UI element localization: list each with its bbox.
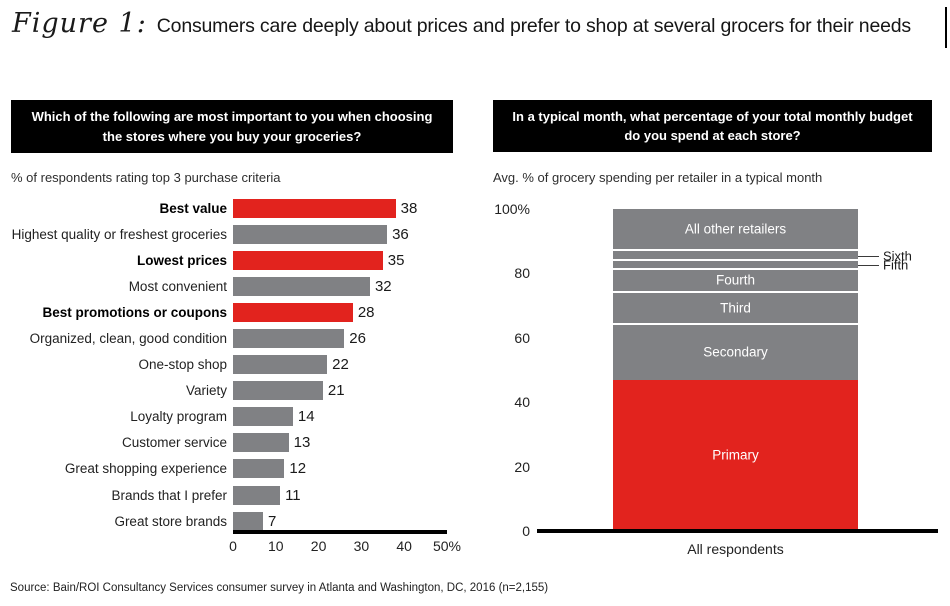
- right-chart-subtitle: Avg. % of grocery spending per retailer …: [493, 170, 823, 185]
- criteria-value: 32: [374, 277, 392, 295]
- segment-outside-label: Sixth: [883, 248, 912, 264]
- criteria-bar: [233, 355, 328, 375]
- criteria-label: Lowest prices: [136, 252, 227, 268]
- right-chart-y-ticks: 100% 80 60 40 20 0: [468, 201, 530, 539]
- criteria-label: Most convenient: [128, 278, 227, 294]
- criteria-value: 13: [293, 434, 311, 452]
- x-axis-tick-label: 10: [268, 538, 284, 554]
- stack-segment-fifth: [613, 260, 858, 271]
- criteria-value: 21: [327, 382, 345, 400]
- criteria-row: Highest quality or freshest groceries 36: [11, 221, 481, 247]
- criteria-bar: [233, 198, 396, 218]
- stack-segment-sixth: [613, 250, 858, 261]
- stack-segment-secondary: Secondary: [613, 324, 858, 380]
- y-axis-tick-label: 100%: [494, 201, 530, 217]
- x-axis-tick-label: 30: [353, 538, 370, 554]
- segment-leader-line: [858, 255, 879, 257]
- criteria-row: Lowest prices 35: [11, 247, 481, 273]
- figure-title: Figure 1: Consumers care deeply about pr…: [12, 8, 942, 39]
- criteria-row: Best value 38: [11, 195, 481, 221]
- criteria-bar: [233, 511, 263, 531]
- segment-label: Primary: [712, 447, 759, 463]
- criteria-label: Variety: [185, 383, 227, 399]
- left-question-header: Which of the following are most importan…: [11, 100, 453, 153]
- criteria-value: 7: [267, 512, 277, 530]
- criteria-bar: [233, 459, 285, 479]
- page-edge-line: [945, 7, 947, 48]
- criteria-label: Great shopping experience: [64, 461, 227, 477]
- criteria-row: Most convenient 32: [11, 273, 481, 299]
- criteria-value: 14: [297, 408, 315, 426]
- criteria-value: 28: [357, 303, 375, 321]
- figure-number-label: Figure 1:: [12, 8, 147, 39]
- criteria-label: Organized, clean, good condition: [29, 331, 227, 347]
- left-chart-subtitle: % of respondents rating top 3 purchase c…: [11, 170, 281, 185]
- segment-leader-line: [858, 265, 879, 267]
- criteria-label: Best promotions or coupons: [42, 304, 227, 320]
- criteria-value: 35: [387, 251, 405, 269]
- left-chart-x-axis: [233, 530, 447, 534]
- stack-segment-third: Third: [613, 292, 858, 325]
- criteria-row: Customer service 13: [11, 430, 481, 456]
- x-axis-tick-label: 50%: [432, 538, 462, 554]
- stack-segment-all-other-retailers: All other retailers: [613, 209, 858, 251]
- stacked-bar: Primary Secondary Third Fourth Fifth Sixth All…: [613, 209, 912, 531]
- criteria-row: Brands that I prefer 11: [11, 482, 481, 508]
- stack-segment-primary: Primary: [613, 379, 858, 531]
- criteria-row: Variety 21: [11, 378, 481, 404]
- criteria-bar: [233, 329, 345, 349]
- criteria-row: Loyalty program 14: [11, 404, 481, 430]
- criteria-bar: [233, 485, 281, 505]
- x-axis-tick-label: 40: [396, 538, 412, 554]
- y-axis-tick-label: 40: [514, 394, 530, 411]
- segment-outside-label: Fifth: [883, 257, 909, 273]
- segment-label: All other retailers: [684, 221, 787, 237]
- criteria-label: Customer service: [121, 435, 227, 451]
- criteria-row: Organized, clean, good condition 26: [11, 325, 481, 351]
- left-chart-x-ticks: 0 10 20 30 40 50%: [229, 538, 461, 556]
- segment-label: Secondary: [703, 344, 768, 360]
- y-axis-tick-label: 20: [514, 458, 530, 475]
- criteria-row: Great shopping experience 12: [11, 456, 481, 482]
- criteria-row: Best promotions or coupons 28: [11, 299, 481, 325]
- criteria-value: 12: [289, 460, 307, 478]
- figure-title-text: Consumers care deeply about prices and p…: [156, 15, 911, 37]
- criteria-label: One-stop shop: [138, 357, 227, 373]
- criteria-row: One-stop shop 22: [11, 352, 481, 378]
- x-axis-tick-label: 20: [310, 538, 327, 554]
- criteria-label: Brands that I prefer: [111, 487, 227, 503]
- right-question-header: In a typical month, what percentage of y…: [493, 100, 932, 152]
- criteria-value: 36: [392, 225, 409, 243]
- y-axis-tick-label: 60: [514, 329, 530, 346]
- criteria-bar: [233, 302, 353, 322]
- source-note: Source: Bain/ROI Consultancy Services co…: [10, 582, 549, 594]
- criteria-label: Best value: [159, 200, 227, 216]
- criteria-value: 38: [400, 199, 418, 217]
- criteria-row: Great store brands 7: [11, 508, 481, 534]
- criteria-value: 11: [285, 486, 301, 504]
- criteria-label: Loyalty program: [130, 409, 227, 425]
- x-axis-tick-label: 0: [229, 538, 237, 554]
- right-chart-x-axis: [537, 529, 938, 533]
- y-axis-tick-label: 0: [522, 523, 530, 539]
- segment-label: Fourth: [715, 272, 756, 288]
- criteria-bar: [233, 276, 370, 296]
- criteria-label: Highest quality or freshest groceries: [11, 226, 227, 242]
- segment-label: Third: [720, 300, 751, 316]
- criteria-bar: [233, 224, 388, 244]
- criteria-bar: [233, 381, 323, 401]
- criteria-bar: [233, 407, 293, 427]
- criteria-bar: [233, 433, 289, 453]
- stack-segment-fourth: Fourth: [613, 270, 858, 293]
- stacked-bar-category-label: All respondents: [687, 541, 784, 557]
- criteria-bar: [233, 250, 383, 270]
- criteria-value: 22: [332, 356, 349, 374]
- criteria-value: 26: [349, 330, 366, 348]
- y-axis-tick-label: 80: [514, 265, 530, 282]
- left-chart-rows: Best value 38 Highest quality or freshest …: [11, 195, 481, 534]
- criteria-label: Great store brands: [114, 513, 227, 529]
